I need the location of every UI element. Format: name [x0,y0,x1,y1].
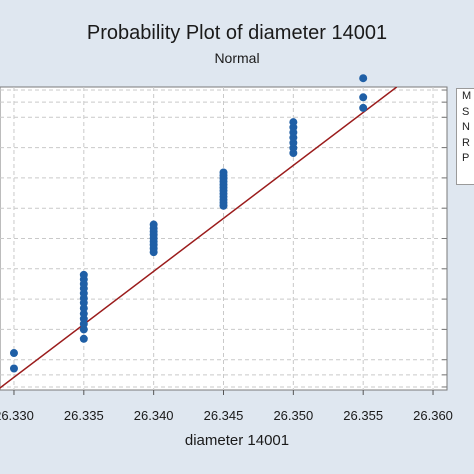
x-tick-label: 26.345 [204,408,244,423]
legend-box: M S N R P [456,88,474,185]
data-point [149,220,158,229]
x-tick-label: 26.330 [0,408,34,423]
data-point [9,349,18,358]
data-points [9,74,368,373]
legend-entry-p-value: P [462,152,470,164]
data-point [289,118,298,127]
x-tick-label: 26.335 [64,408,104,423]
x-tick-label: 26.340 [134,408,174,423]
chart-title: Probability Plot of diameter 14001 [86,22,388,44]
data-point [359,103,368,112]
legend-entry-mean: M [462,90,472,102]
x-tick-label: 26.350 [273,408,313,423]
data-point [9,364,18,373]
data-point [79,270,88,279]
x-tick-label: 26.360 [413,408,453,423]
data-point [219,168,228,177]
legend-entry-n: N [462,121,470,133]
data-point [79,334,88,343]
x-axis-label: diameter 14001 [184,432,290,449]
x-axis-ticks: 26.330 26.335 26.340 26.345 26.350 26.355 26.3… [0,89,453,423]
fit-line-group [0,87,398,389]
data-point [359,74,368,83]
chart-subtitle: Normal [214,50,260,66]
data-point [359,93,368,102]
legend-entry-stdev: S [462,105,470,118]
legend-entry-ad: R [462,136,470,149]
fit-line [0,87,398,389]
x-tick-label: 26.355 [343,408,383,423]
